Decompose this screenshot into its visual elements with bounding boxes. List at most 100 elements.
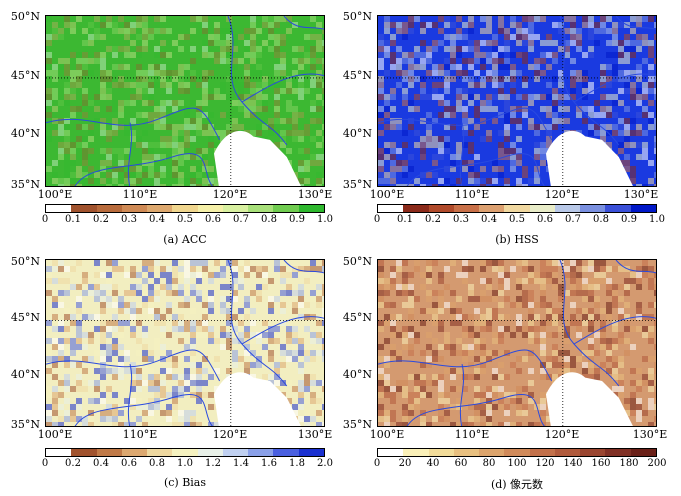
map-pixel (480, 344, 486, 350)
map-pixel (70, 302, 76, 308)
map-pixel (624, 290, 630, 296)
map-pixel (552, 332, 558, 338)
map-pixel (474, 184, 480, 186)
map-pixel (384, 356, 390, 362)
map-pixel (558, 368, 564, 374)
map-pixel (486, 40, 492, 46)
map-pixel (594, 260, 600, 266)
map-pixel (232, 296, 238, 302)
map-pixel (450, 374, 456, 380)
map-pixel (450, 52, 456, 58)
map-pixel (570, 272, 576, 278)
map-pixel (82, 386, 88, 392)
map-pixel (480, 82, 486, 88)
map-pixel (486, 58, 492, 64)
map-pixel (636, 94, 642, 100)
map-pixel (570, 28, 576, 34)
map-pixel (378, 326, 384, 332)
map-pixel (492, 392, 498, 398)
map-pixel (310, 46, 316, 52)
map-pixel (540, 302, 546, 308)
map-pixel (462, 124, 468, 130)
map-pixel (322, 58, 324, 64)
map-pixel (636, 124, 642, 130)
map-pixel (316, 422, 322, 426)
map-pixel (256, 296, 262, 302)
map-pixel (160, 380, 166, 386)
map-pixel (426, 272, 432, 278)
map-pixel (160, 70, 166, 76)
map-canvas (378, 260, 656, 426)
map-pixel (600, 130, 606, 136)
map-pixel (402, 290, 408, 296)
map-pixel (136, 112, 142, 118)
map-pixel (70, 142, 76, 148)
map-pixel (142, 16, 148, 22)
map-pixel (498, 148, 504, 154)
map-pixel (322, 100, 324, 106)
map-pixel (588, 28, 594, 34)
map-pixel (408, 284, 414, 290)
map-pixel-count (377, 259, 657, 427)
map-pixel (118, 422, 124, 426)
map-pixel (546, 112, 552, 118)
map-pixel (522, 40, 528, 46)
map-pixel (654, 290, 656, 296)
map-pixel (190, 320, 196, 326)
map-pixel (196, 362, 202, 368)
map-pixel (468, 416, 474, 422)
map-pixel (600, 28, 606, 34)
map-pixel (558, 70, 564, 76)
map-pixel (70, 184, 76, 186)
map-pixel (124, 272, 130, 278)
map-pixel (498, 142, 504, 148)
map-pixel (190, 350, 196, 356)
map-pixel (226, 46, 232, 52)
lon-label: 120°E (212, 428, 248, 441)
map-pixel (456, 70, 462, 76)
map-pixel (468, 374, 474, 380)
map-pixel (232, 58, 238, 64)
map-pixel (540, 326, 546, 332)
map-pixel (148, 350, 154, 356)
map-pixel (52, 410, 58, 416)
map-pixel (378, 302, 384, 308)
map-pixel (570, 368, 576, 374)
map-pixel (322, 136, 324, 142)
map-pixel (124, 130, 130, 136)
map-pixel (220, 344, 226, 350)
map-pixel (172, 106, 178, 112)
map-pixel (190, 70, 196, 76)
map-pixel (474, 410, 480, 416)
map-pixel (492, 106, 498, 112)
map-pixel (310, 82, 316, 88)
map-pixel (286, 100, 292, 106)
map-pixel (462, 118, 468, 124)
map-pixel (390, 142, 396, 148)
map-pixel (450, 160, 456, 166)
map-pixel (94, 34, 100, 40)
map-pixel (232, 76, 238, 82)
map-pixel (220, 272, 226, 278)
map-pixel (588, 320, 594, 326)
map-pixel (220, 266, 226, 272)
map-pixel (390, 154, 396, 160)
map-pixel (414, 106, 420, 112)
map-pixel (178, 410, 184, 416)
map-pixel (256, 272, 262, 278)
map-pixel (504, 314, 510, 320)
map-pixel (280, 64, 286, 70)
map-pixel (396, 184, 402, 186)
map-pixel (486, 392, 492, 398)
map-pixel (154, 404, 160, 410)
map-pixel (480, 64, 486, 70)
map-pixel (390, 58, 396, 64)
map-pixel (262, 344, 268, 350)
map-pixel (184, 266, 190, 272)
map-pixel (100, 320, 106, 326)
map-pixel (606, 308, 612, 314)
map-pixel (106, 272, 112, 278)
map-pixel (310, 380, 316, 386)
map-pixel (292, 70, 298, 76)
map-pixel (286, 356, 292, 362)
